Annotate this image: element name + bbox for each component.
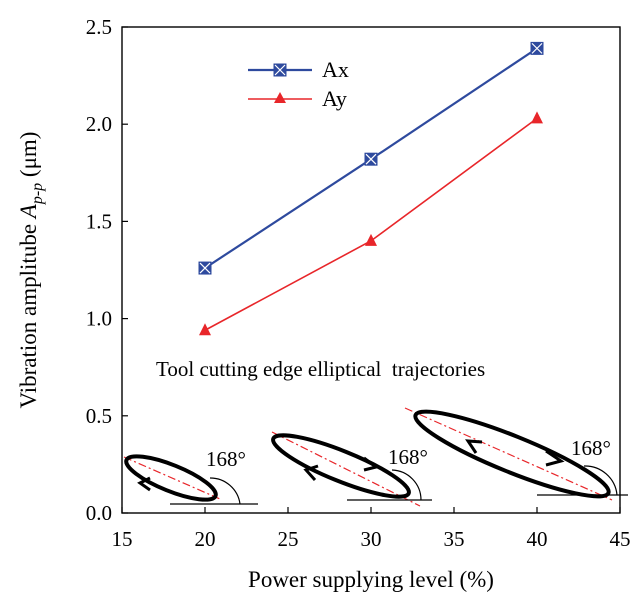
x-tick-label: 35 — [444, 527, 465, 551]
x-axis-ticks: 15 20 25 30 35 40 45 — [112, 507, 631, 551]
legend-label-ax: Ax — [322, 57, 349, 82]
y-tick-label: 2.5 — [86, 15, 112, 39]
data-point-ax — [364, 152, 378, 166]
ellipse-trajectory-1: 168° — [123, 447, 258, 505]
x-tick-label: 25 — [278, 527, 299, 551]
angle-label: 168° — [571, 436, 611, 460]
legend-label-ay: Ay — [322, 86, 347, 111]
trajectory-axis-line — [123, 456, 221, 500]
y-axis-title-symbol: A — [16, 203, 41, 220]
direction-arrow-icon — [303, 464, 319, 482]
trajectory-annotation: Tool cutting edge elliptical trajectorie… — [156, 357, 485, 381]
trajectory-ellipse — [271, 433, 411, 499]
x-tick-label: 20 — [195, 527, 216, 551]
series-layer — [198, 41, 544, 336]
angle-arc — [583, 465, 618, 496]
angle-label: 168° — [388, 445, 428, 469]
y-tick-label: 1.5 — [86, 209, 112, 233]
x-tick-label: 30 — [361, 527, 382, 551]
y-tick-label: 1.0 — [86, 307, 112, 331]
trajectory-axis-line — [271, 431, 421, 507]
ellipse-trajectories: 168° 168° 168° — [123, 407, 628, 507]
ellipse-trajectory-2: 168° — [271, 431, 432, 507]
data-point-ax — [198, 261, 212, 275]
data-point-ax — [530, 41, 544, 55]
data-point-ay — [531, 111, 543, 124]
y-tick-label: 0.0 — [86, 501, 112, 525]
legend-item-ay: Ay — [248, 86, 347, 111]
direction-arrow-icon — [545, 449, 565, 467]
trajectory-axis-line — [404, 407, 613, 501]
direction-arrow-icon — [465, 439, 483, 454]
x-tick-label: 15 — [112, 527, 133, 551]
data-point-ay — [199, 323, 211, 336]
legend: Ax Ay — [248, 57, 349, 111]
x-tick-label: 40 — [527, 527, 548, 551]
y-axis-title-subscript: p-p — [29, 183, 46, 205]
angle-arc — [391, 469, 422, 501]
angle-label: 168° — [206, 447, 246, 471]
direction-arrow-icon — [137, 476, 151, 492]
x-tick-label: 45 — [610, 527, 631, 551]
data-point-ay — [365, 233, 377, 246]
y-axis-title-main: Vibration amplitube — [16, 218, 41, 408]
y-axis-ticks: 0.0 0.5 1.0 1.5 2.0 2.5 — [86, 15, 128, 525]
legend-item-ax: Ax — [248, 57, 349, 82]
ellipse-trajectory-3: 168° — [404, 407, 628, 501]
plot-area — [121, 26, 621, 514]
y-tick-label: 0.5 — [86, 404, 112, 428]
series-line-ay — [204, 117, 538, 331]
y-axis-title: Vibration amplitube Ap-p (μm) — [16, 132, 46, 409]
legend-marker-ax-cross — [274, 64, 286, 76]
direction-arrow-icon — [363, 456, 380, 472]
y-axis-title-unit: (μm) — [16, 132, 41, 183]
x-axis-title: Power supplying level (%) — [248, 567, 494, 592]
trajectory-ellipse — [124, 454, 218, 502]
trajectory-ellipse — [413, 409, 611, 499]
y-tick-label: 2.0 — [86, 112, 112, 136]
angle-arc — [209, 477, 241, 505]
legend-marker-ay — [274, 92, 286, 103]
